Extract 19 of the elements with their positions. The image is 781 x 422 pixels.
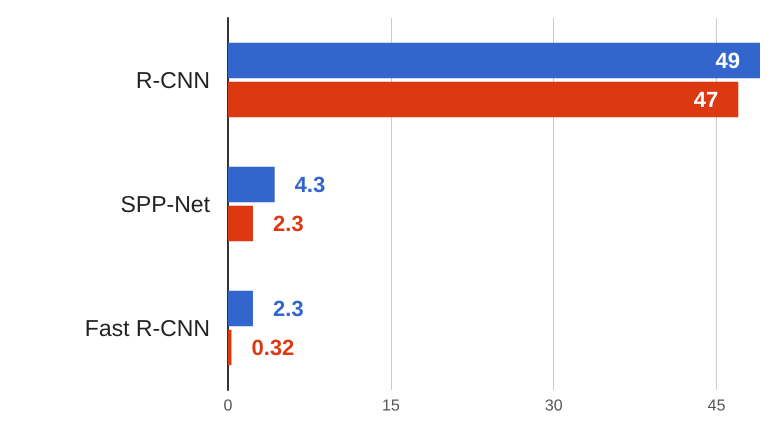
- data-label: 0.32: [251, 334, 294, 360]
- bar: [228, 206, 253, 242]
- data-label: 4.3: [294, 172, 326, 198]
- x-tick-label: 0: [224, 398, 233, 414]
- x-tick-label: 15: [382, 398, 400, 414]
- bar: [228, 82, 738, 118]
- x-tick-label: 45: [708, 398, 726, 414]
- data-label: 2.3: [272, 296, 304, 322]
- y-tick-label: R-CNN: [136, 67, 210, 93]
- bar: [228, 42, 760, 78]
- y-tick-label: Fast R-CNN: [84, 315, 210, 341]
- data-label: 49: [716, 48, 740, 74]
- data-label: 47: [694, 86, 718, 112]
- x-tick-label: 30: [544, 398, 563, 414]
- bar: [228, 290, 253, 326]
- bar: [228, 330, 232, 366]
- bar: [228, 166, 275, 202]
- data-label: 2.3: [272, 210, 304, 236]
- y-tick-label: SPP-Net: [120, 191, 211, 217]
